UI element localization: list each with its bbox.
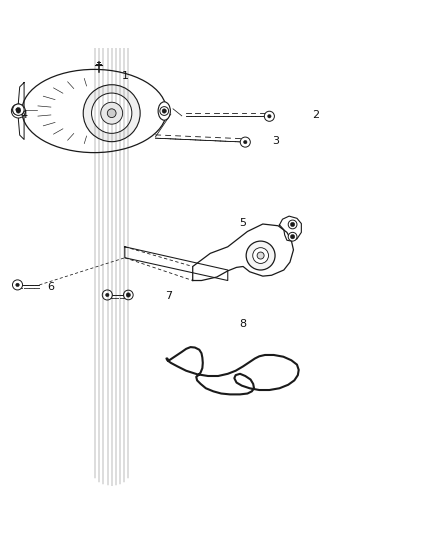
Circle shape (126, 293, 131, 297)
Circle shape (106, 293, 109, 297)
Circle shape (13, 104, 24, 115)
Circle shape (107, 109, 116, 118)
Circle shape (240, 137, 251, 147)
Circle shape (268, 115, 271, 118)
Polygon shape (279, 216, 301, 241)
Circle shape (265, 111, 274, 122)
Circle shape (257, 252, 264, 259)
Circle shape (244, 140, 247, 144)
Text: 3: 3 (272, 136, 279, 146)
Circle shape (290, 235, 295, 239)
Text: 8: 8 (240, 319, 247, 329)
Circle shape (288, 220, 297, 229)
Circle shape (162, 109, 166, 113)
Circle shape (101, 102, 123, 124)
Text: 4: 4 (21, 110, 28, 120)
Circle shape (16, 283, 19, 287)
Polygon shape (125, 247, 228, 280)
Circle shape (160, 107, 169, 115)
Text: 6: 6 (47, 282, 54, 292)
Text: 1: 1 (121, 71, 128, 81)
Circle shape (92, 93, 132, 133)
Circle shape (102, 290, 112, 300)
Circle shape (11, 104, 25, 118)
Circle shape (16, 108, 19, 111)
Circle shape (288, 232, 297, 241)
Text: 2: 2 (312, 110, 319, 120)
Circle shape (12, 104, 23, 115)
Circle shape (83, 85, 140, 142)
Circle shape (253, 248, 268, 263)
Polygon shape (193, 224, 293, 280)
Text: 5: 5 (240, 217, 247, 228)
Ellipse shape (22, 69, 166, 152)
Text: 7: 7 (165, 291, 172, 301)
Circle shape (16, 109, 21, 113)
Circle shape (290, 222, 295, 227)
Circle shape (16, 108, 21, 112)
Circle shape (246, 241, 275, 270)
Circle shape (124, 290, 133, 300)
Circle shape (12, 280, 23, 290)
Ellipse shape (158, 102, 170, 120)
